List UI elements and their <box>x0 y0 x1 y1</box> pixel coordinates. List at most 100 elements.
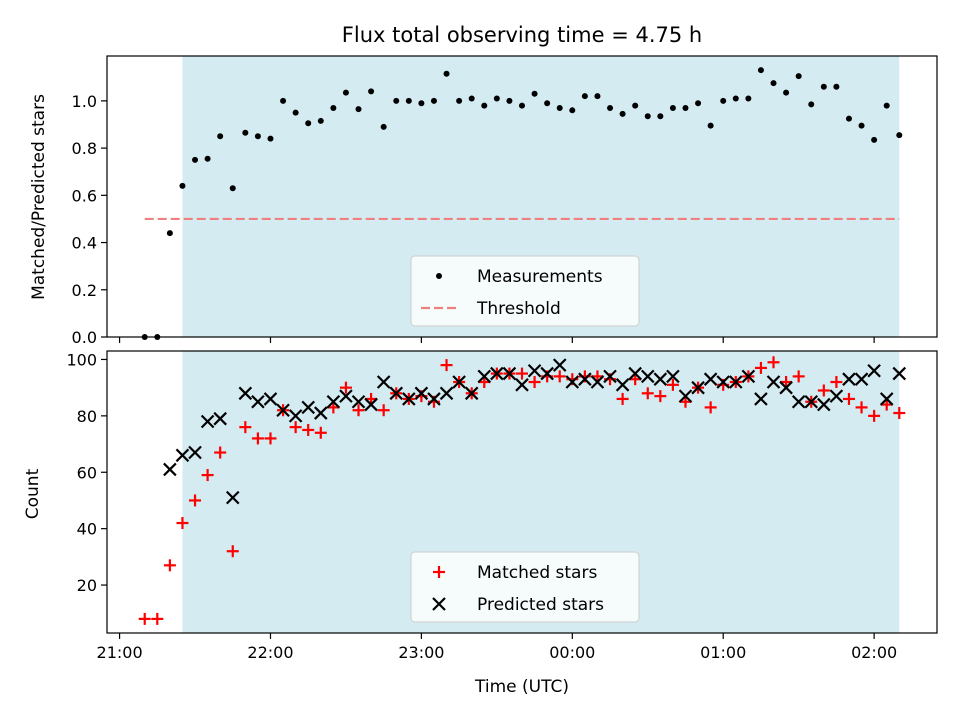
matched-star-point <box>214 446 227 459</box>
predicted-star-point <box>339 389 353 403</box>
measurement-point <box>644 113 651 120</box>
measurement-point <box>242 129 249 136</box>
predicted-star-point <box>263 392 278 406</box>
measurement-point <box>456 97 463 104</box>
matched-star-point <box>780 376 793 389</box>
predicted-star-point <box>615 378 630 392</box>
predicted-star-point <box>640 369 655 384</box>
matched-star-point <box>629 373 642 386</box>
measurement-point <box>682 104 689 111</box>
predicted-star-point <box>829 389 844 403</box>
measurement-point <box>871 136 878 143</box>
measurement-point <box>506 97 513 104</box>
matched-star-point <box>314 426 327 439</box>
top-y-tick-label: 0.2 <box>72 281 97 300</box>
measurement-point <box>745 95 752 102</box>
matched-star-point <box>666 378 679 391</box>
measurement-point <box>581 93 588 100</box>
predicted-star-point <box>854 372 869 386</box>
bottom-y-tick-label: 40 <box>77 520 97 539</box>
bottom-legend: Matched stars Predicted stars <box>410 551 640 623</box>
predicted-star-point <box>741 369 756 384</box>
matched-star-point <box>151 612 164 625</box>
predicted-star-point <box>276 403 290 417</box>
measurement-point <box>569 107 576 114</box>
matched-star-point <box>478 376 491 389</box>
matched-star-point <box>704 401 717 414</box>
predicted-star-point <box>490 366 504 381</box>
measurement-point <box>393 97 400 104</box>
matched-star-point <box>289 421 302 434</box>
measurement-point <box>556 104 563 111</box>
predicted-star-point <box>163 462 177 477</box>
predicted-star-point <box>754 392 768 406</box>
matched-star-point <box>679 395 692 408</box>
bottom-panel: 20 40 60 80 100 21:00 22:00 23:00 00:00 01:00 02:0… <box>66 350 938 662</box>
measurement-point <box>217 133 224 140</box>
predicted-star-point <box>364 397 378 412</box>
matched-star-point <box>842 392 855 405</box>
predicted-star-point <box>477 369 492 384</box>
measurement-point <box>179 182 186 189</box>
bottom-y-tick-label: 80 <box>77 407 97 426</box>
legend-x-icon <box>432 597 446 611</box>
predicted-star-point <box>527 363 542 378</box>
measurement-point <box>896 132 903 139</box>
legend-plus-icon <box>433 566 445 578</box>
measurement-point <box>619 110 626 117</box>
predicted-star-point <box>389 386 404 401</box>
measurement-point <box>355 106 362 113</box>
predicted-star-point <box>452 375 466 389</box>
measurement-point <box>519 102 525 109</box>
matched-star-point <box>855 401 868 414</box>
measurement-point <box>418 100 425 107</box>
matched-star-point <box>553 370 566 383</box>
legend-box <box>410 255 640 327</box>
matched-star-point <box>591 370 604 383</box>
measurement-point <box>368 88 375 95</box>
predicted-star-point <box>314 406 328 420</box>
measurement-point <box>594 93 601 100</box>
top-y-tick-label: 1.0 <box>72 92 97 111</box>
x-tick-label: 23:00 <box>398 643 444 662</box>
matched-star-point <box>616 392 629 405</box>
matched-star-point <box>893 407 906 420</box>
matched-star-point <box>339 381 352 394</box>
matched-star-point <box>163 559 176 572</box>
predicted-star-point <box>578 372 592 386</box>
x-tick-label: 01:00 <box>700 643 746 662</box>
predicted-star-point <box>464 386 479 401</box>
measurement-point <box>632 102 639 109</box>
predicted-star-point <box>213 411 227 426</box>
predicted-star-point <box>515 378 529 392</box>
predicted-star-point <box>565 375 580 389</box>
matched-star-point <box>880 398 893 411</box>
predicted-star-point <box>892 366 907 381</box>
predicted-star-point <box>842 372 856 386</box>
matched-star-point <box>226 545 239 558</box>
predicted-star-point <box>225 490 240 505</box>
top-y-axis-label: Matched/Predicted stars <box>29 94 49 300</box>
measurement-point <box>192 156 199 163</box>
predicted-star-point <box>653 372 668 386</box>
bottom-y-tick-label: 100 <box>66 350 97 369</box>
x-tick-label: 21:00 <box>97 643 143 662</box>
top-legend: Measurements Threshold <box>410 255 640 327</box>
top-y-tick-label: 0.6 <box>72 186 97 205</box>
legend-entry-label: Measurements <box>477 267 603 287</box>
predicted-star-point <box>691 380 705 395</box>
matched-star-point <box>792 370 805 383</box>
x-axis-label: Time (UTC) <box>474 677 569 697</box>
measurement-point <box>833 83 840 90</box>
predicted-star-point <box>590 375 605 389</box>
predicted-star-point <box>288 409 303 423</box>
measurement-point <box>858 122 865 129</box>
predicted-star-point <box>766 375 781 389</box>
measurement-point <box>380 123 387 130</box>
measurement-point <box>845 115 852 122</box>
predicted-star-point <box>817 397 831 412</box>
x-tick-label: 22:00 <box>247 643 293 662</box>
x-tick-label: 00:00 <box>549 643 595 662</box>
measurement-point <box>166 230 173 237</box>
